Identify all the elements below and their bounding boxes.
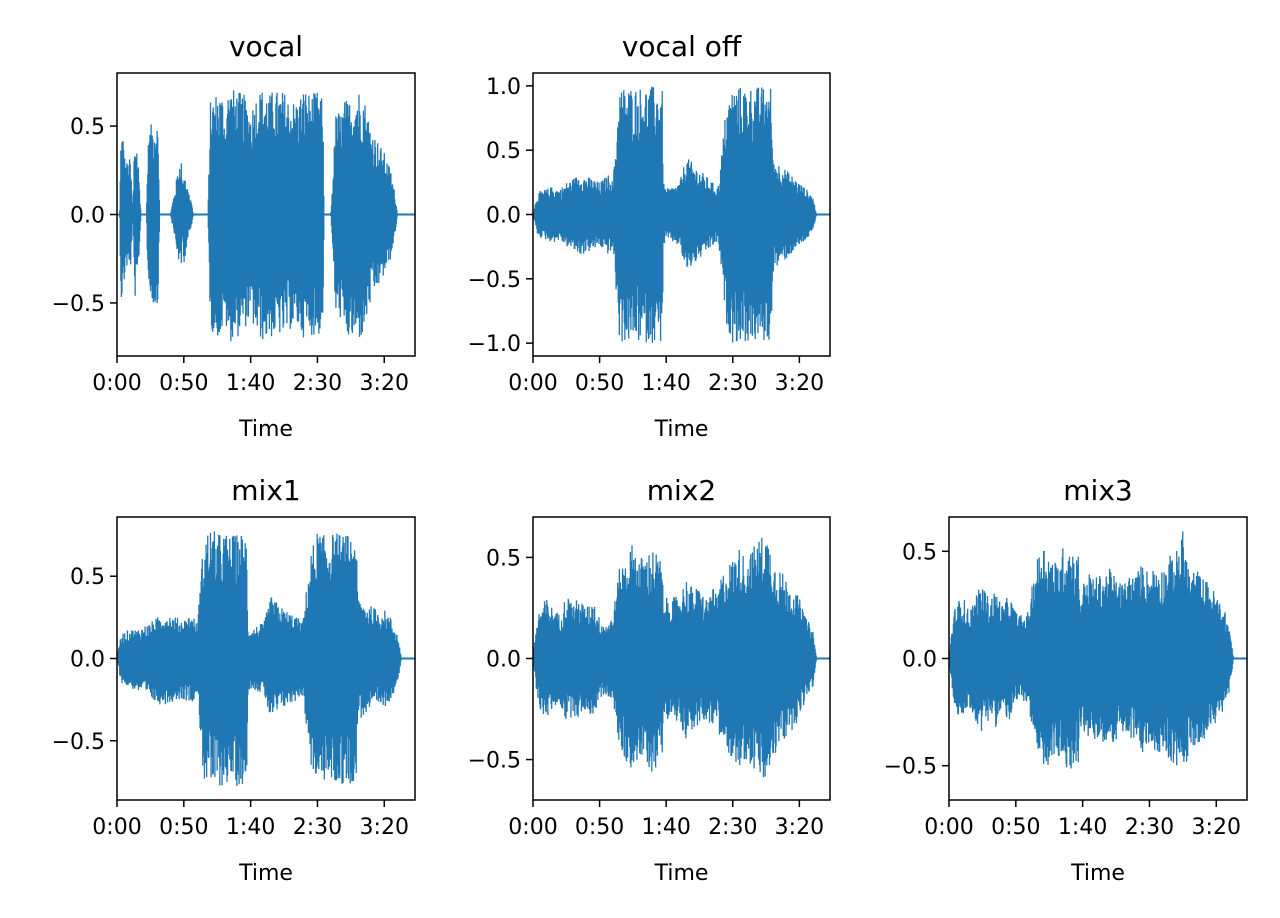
subplot-title: mix3	[1063, 474, 1132, 507]
x-tick-label: 0:50	[575, 815, 624, 840]
subplot-1: vocal −0.5 0.0 0.5 0:00 0:50 1:40 2:30 3:20 Time	[52, 30, 416, 442]
y-tick-label: 0.5	[486, 546, 521, 571]
subplot-title: mix2	[647, 474, 716, 507]
x-tick-label: 0:50	[159, 371, 208, 396]
x-tick-label: 3:20	[775, 815, 824, 840]
x-tick-label: 0:50	[575, 371, 624, 396]
x-tick-label: 1:40	[641, 371, 690, 396]
y-tick-label: −0.5	[468, 749, 521, 774]
x-tick-label: 2:30	[293, 815, 342, 840]
x-tick-label: 1:40	[641, 815, 690, 840]
x-tick-label: 2:30	[293, 371, 342, 396]
y-tick-label: 0.0	[486, 648, 521, 673]
x-tick-label: 1:40	[226, 371, 275, 396]
x-tick-label: 0:00	[92, 815, 141, 840]
y-tick-label: 0.5	[70, 115, 105, 140]
x-tick-label: 0:50	[991, 815, 1040, 840]
subplot-title: vocal	[229, 30, 303, 63]
y-tick-label: 0.5	[486, 139, 521, 164]
subplot-3: mix1 −0.5 0.0 0.5 0:00 0:50 1:40 2:30 3:20 Time	[52, 474, 416, 886]
y-tick-label: −0.5	[468, 268, 521, 293]
y-tick-label: −0.5	[52, 730, 105, 755]
subplot-title: mix1	[231, 474, 300, 507]
x-tick-label: 2:30	[1125, 815, 1174, 840]
x-tick-label: 3:20	[1192, 815, 1241, 840]
y-tick-label: −1.0	[468, 332, 521, 357]
x-axis-label: Time	[654, 861, 709, 886]
y-tick-label: 0.0	[70, 648, 105, 673]
y-tick-label: 0.5	[902, 540, 937, 565]
x-tick-label: 0:00	[508, 371, 557, 396]
x-tick-label: 0:00	[92, 371, 141, 396]
x-axis-label: Time	[654, 417, 709, 442]
y-tick-label: −0.5	[884, 755, 937, 780]
x-axis-label: Time	[1070, 861, 1125, 886]
x-tick-label: 2:30	[708, 815, 757, 840]
subplot-2: vocal off −1.0 −0.5 0.0 0.5 1.0 0:00 0:50 1:40 2:…	[468, 30, 831, 442]
subplot-5: mix3 −0.5 0.0 0.5 0:00 0:50 1:40 2:30 3:20 Time	[884, 474, 1248, 886]
x-tick-label: 2:30	[708, 371, 757, 396]
x-tick-label: 3:20	[360, 371, 409, 396]
y-tick-label: 1.0	[486, 75, 521, 100]
y-tick-label: −0.5	[52, 292, 105, 317]
y-tick-label: 0.5	[70, 565, 105, 590]
x-axis-label: Time	[238, 861, 293, 886]
x-axis-label: Time	[238, 417, 293, 442]
x-tick-label: 3:20	[775, 371, 824, 396]
subplot-title: vocal off	[622, 30, 742, 63]
x-tick-label: 1:40	[226, 815, 275, 840]
subplot-4: mix2 −0.5 0.0 0.5 0:00 0:50 1:40 2:30 3:20 Time	[468, 474, 831, 886]
y-tick-label: 0.0	[486, 204, 521, 229]
y-tick-label: 0.0	[70, 204, 105, 229]
x-tick-label: 3:20	[360, 815, 409, 840]
x-tick-label: 0:00	[508, 815, 557, 840]
x-tick-label: 0:50	[159, 815, 208, 840]
y-tick-label: 0.0	[902, 648, 937, 673]
x-tick-label: 1:40	[1058, 815, 1107, 840]
x-tick-label: 0:00	[924, 815, 973, 840]
